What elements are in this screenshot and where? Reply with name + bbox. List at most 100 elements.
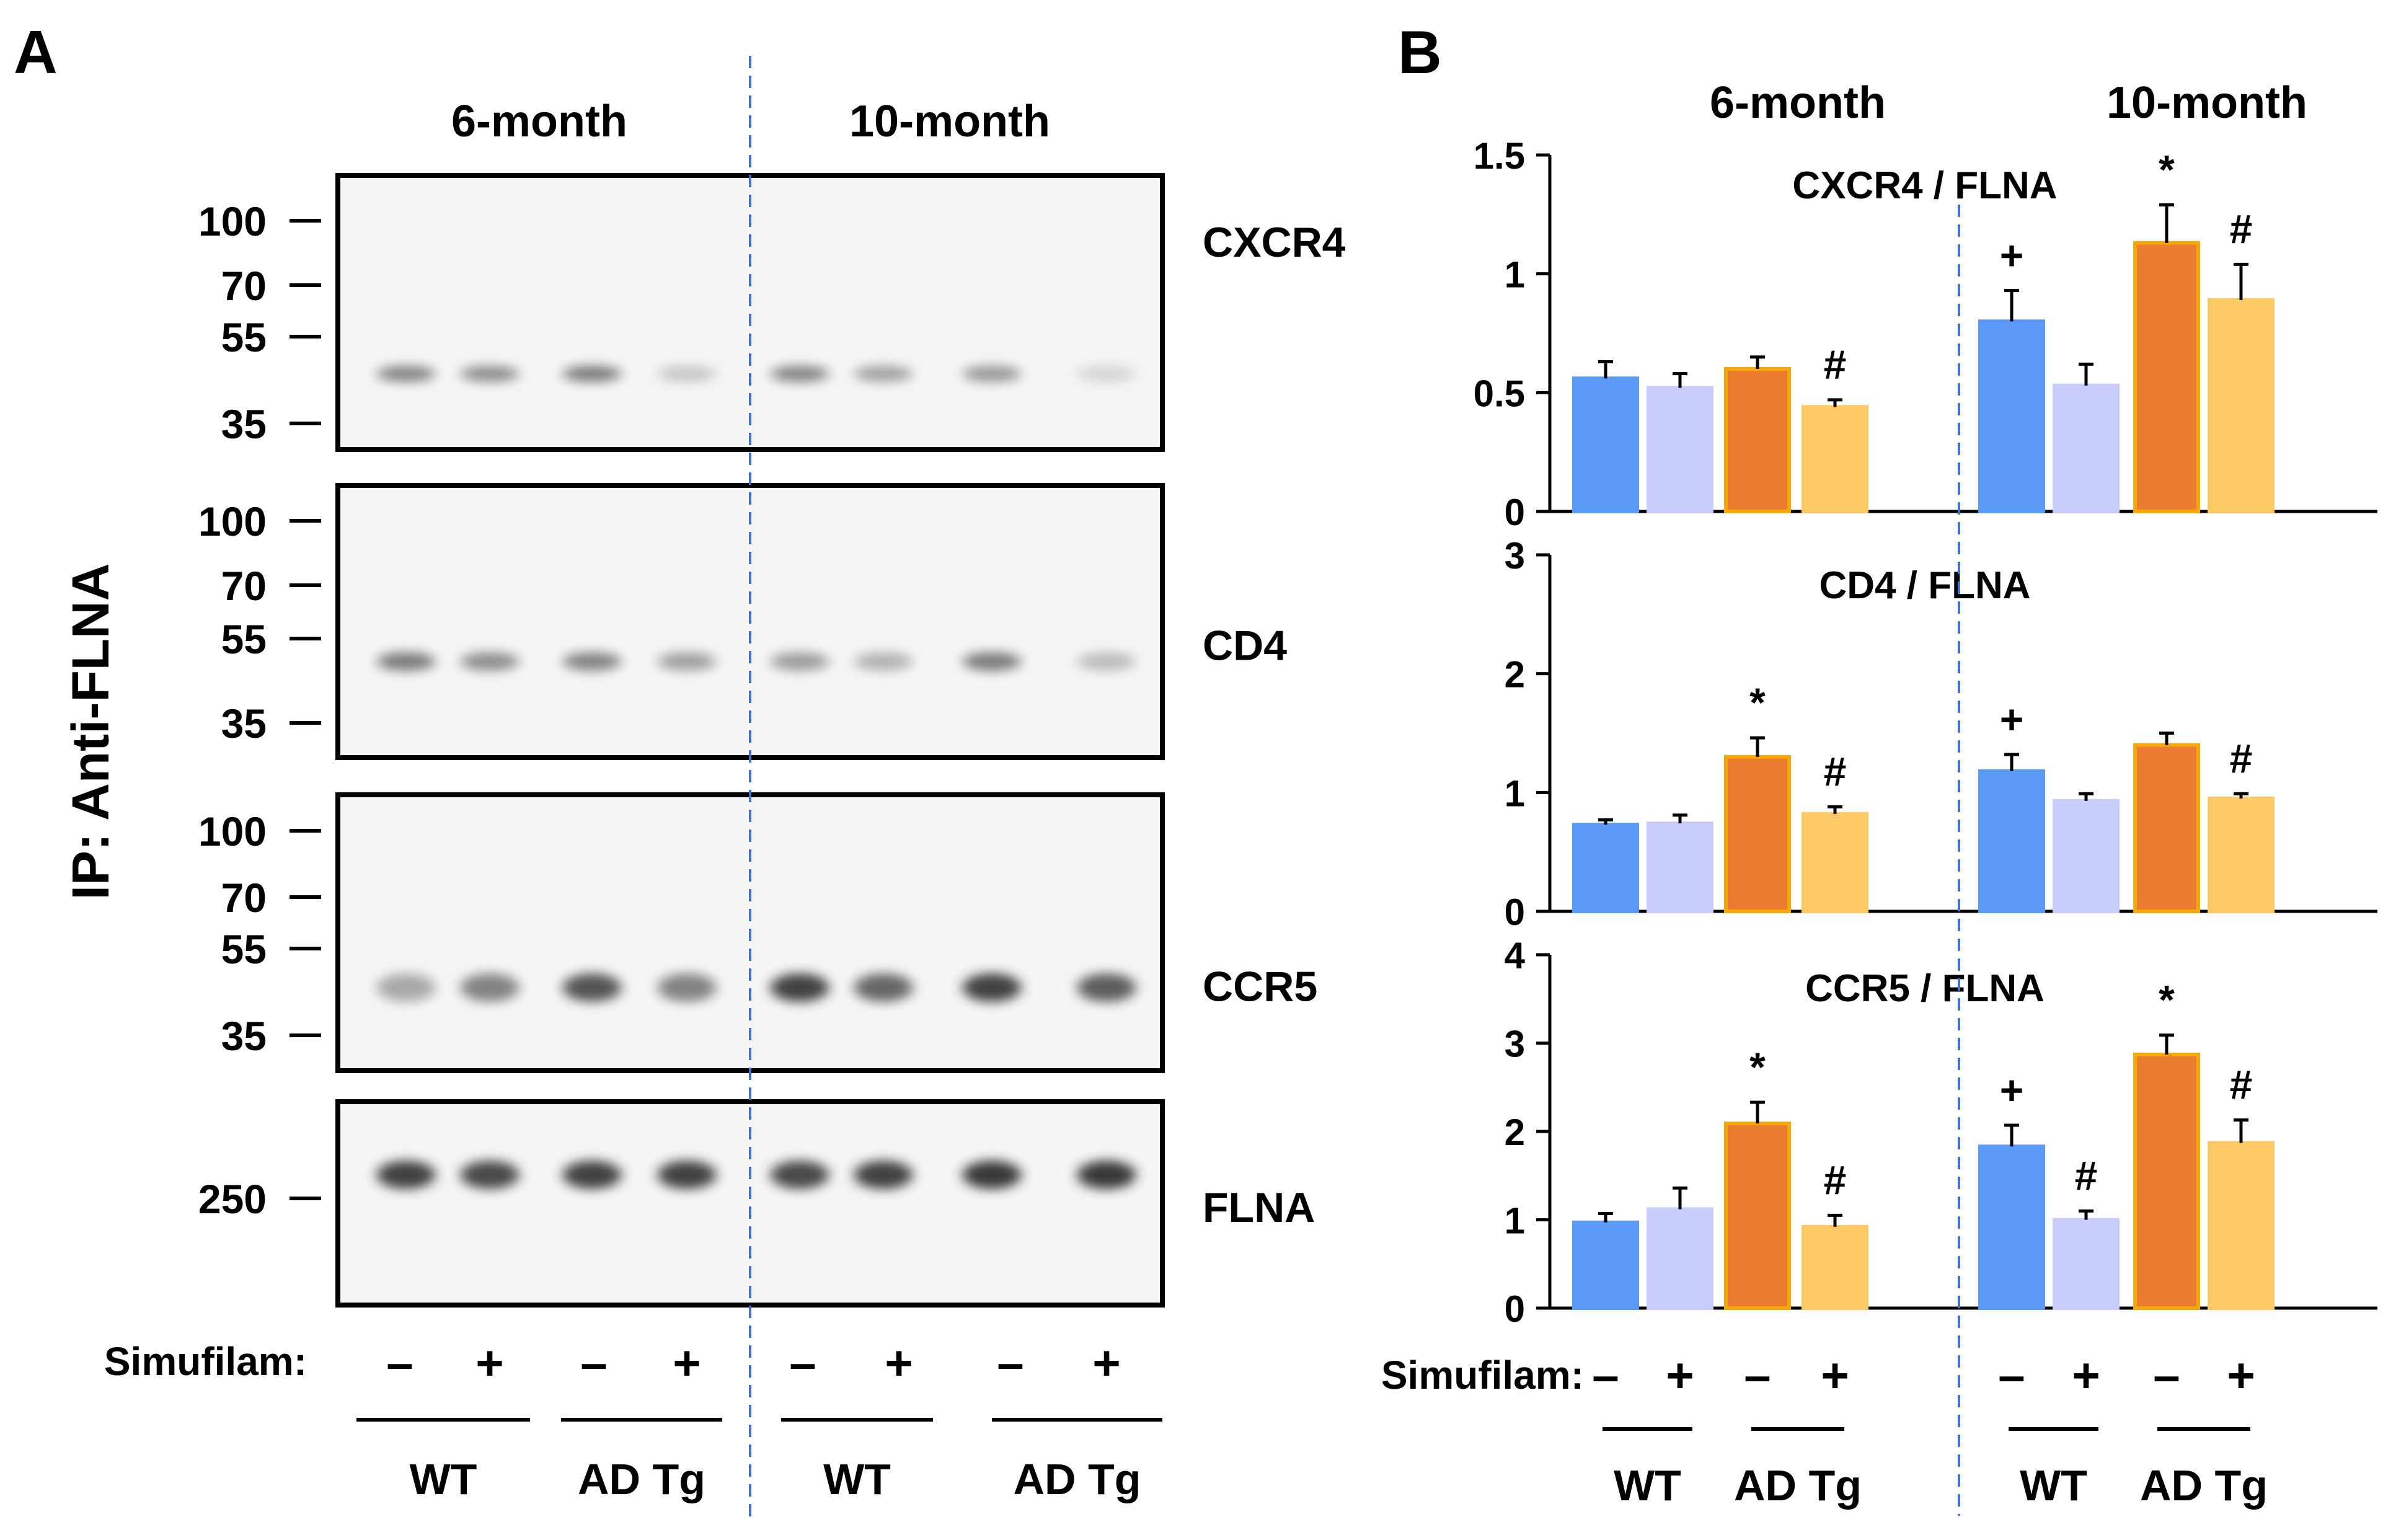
chart-sign: +	[2072, 1348, 2100, 1402]
blot-band	[657, 1161, 717, 1189]
ip-label: IP: Anti-FLNA	[61, 564, 120, 900]
chart-sign: –	[1998, 1348, 2025, 1402]
blot-protein-label: CCR5	[1203, 963, 1317, 1011]
significance-mark: +	[2000, 232, 2024, 278]
blot-group-label: WT	[410, 1455, 477, 1503]
blot-sign: +	[475, 1335, 504, 1390]
bar	[1978, 769, 2045, 914]
marker-label-35: 35	[221, 701, 267, 746]
bar	[1724, 367, 1791, 513]
blot-band	[562, 973, 622, 1002]
significance-mark: #	[1824, 1157, 1847, 1203]
blot-band	[657, 366, 717, 382]
blot-band	[854, 973, 913, 1002]
blot-protein-label: CXCR4	[1203, 219, 1346, 266]
blot-protein-label: FLNA	[1203, 1184, 1315, 1231]
bar	[2133, 1053, 2200, 1311]
chart-sign: +	[1666, 1348, 1694, 1402]
bar	[1572, 1220, 1639, 1311]
significance-mark: +	[2000, 1067, 2024, 1113]
y-tick-label: 3	[1505, 1024, 1525, 1065]
blot-band	[460, 1161, 519, 1189]
marker-label-70: 70	[221, 563, 267, 609]
chart-age-10-month: 10-month	[2107, 78, 2307, 128]
y-tick-label: 0	[1505, 892, 1525, 933]
marker-label-250: 250	[198, 1176, 267, 1222]
y-tick-label: 0	[1505, 492, 1525, 533]
bar	[1647, 1207, 1713, 1311]
blot-sign: –	[386, 1335, 413, 1390]
blot-band	[962, 366, 1022, 382]
blot-treatment-signs: – + – + – + – +	[386, 1335, 1120, 1390]
bar	[1802, 1224, 1868, 1311]
marker-label-55: 55	[221, 616, 267, 662]
bar	[2053, 799, 2120, 913]
bar	[1978, 1144, 2045, 1310]
y-tick-label: 2	[1505, 1112, 1525, 1153]
blot-band	[962, 1161, 1022, 1189]
blot-band	[460, 973, 519, 1002]
blot-band	[657, 652, 717, 671]
blot-band	[562, 366, 622, 382]
y-tick-label: 0.5	[1474, 373, 1525, 414]
marker-label-70: 70	[221, 263, 267, 309]
blot-band	[770, 973, 829, 1002]
significance-mark: #	[2230, 206, 2253, 252]
chart-group-label: WT	[1614, 1461, 1681, 1510]
blot-band	[460, 366, 519, 382]
chart-sign: +	[1821, 1348, 1849, 1402]
bar	[1647, 386, 1713, 514]
bar	[1724, 1122, 1791, 1311]
significance-mark: #	[2230, 735, 2253, 781]
y-tick-label: 1	[1505, 254, 1525, 296]
bar	[1978, 319, 2045, 513]
blot-treatment-label: Simufilam:	[104, 1339, 307, 1384]
blot-protein-label: CD4	[1203, 622, 1287, 670]
bar	[1572, 823, 1639, 914]
blot-band	[1077, 1161, 1136, 1189]
significance-mark: #	[1824, 748, 1847, 794]
y-tick-label: 1.5	[1474, 135, 1525, 177]
blot-sign: –	[997, 1335, 1023, 1390]
chart-group-label: AD Tg	[1734, 1461, 1862, 1510]
chart-title: CD4 / FLNA	[1819, 564, 2031, 607]
chart-title: CXCR4 / FLNA	[1792, 164, 2057, 207]
panel-a-letter: A	[14, 18, 58, 86]
marker-label-100: 100	[198, 498, 267, 544]
blot-row-cxcr4: 100 70 55 35 CXCR4	[198, 173, 1346, 452]
bar-chart-1: 0 0.5 1 1.5 CXCR4 / FLNA # + * #	[1474, 135, 2377, 533]
significance-mark: *	[2159, 147, 2175, 193]
significance-mark: *	[1749, 1044, 1766, 1090]
blot-band	[376, 652, 436, 671]
blot-band	[854, 366, 913, 382]
blot-band	[854, 1161, 913, 1189]
chart-sign: –	[1592, 1348, 1619, 1402]
chart-title: CCR5 / FLNA	[1805, 967, 2045, 1010]
bar	[1802, 812, 1868, 914]
blot-panel: 6-month 10-month 100 70 55 35 CXCR4 100 70 55 35…	[61, 56, 1346, 1522]
bar	[2208, 298, 2275, 513]
bar-chart-3: 0 1 2 3 4 CCR5 / FLNA * # + # * #	[1505, 935, 2377, 1330]
blot-group-label: WT	[823, 1455, 891, 1503]
y-tick-label: 4	[1505, 935, 1526, 976]
blot-row-cd4: 100 70 55 35 CD4	[198, 483, 1287, 760]
bar-charts: 0 0.5 1 1.5 CXCR4 / FLNA # + * #0 1 2 3 CD4 / FLNA * #…	[1474, 135, 2377, 1330]
bar	[2208, 1141, 2275, 1311]
y-tick-label: 2	[1505, 654, 1525, 696]
bar	[1647, 821, 1713, 913]
marker-label-70: 70	[221, 875, 267, 921]
blot-rows: 100 70 55 35 CXCR4 100 70 55 35 CD4 100 70 55 35 CCR5 2…	[198, 173, 1346, 1308]
marker-label-55: 55	[221, 926, 267, 972]
blot-sign: +	[673, 1335, 701, 1390]
marker-label-35: 35	[221, 1013, 267, 1059]
blot-band	[1077, 973, 1136, 1002]
chart-age-6-month: 6-month	[1710, 78, 1886, 128]
chart-sign: +	[2227, 1348, 2255, 1402]
chart-group-label: WT	[2020, 1461, 2087, 1510]
blot-band	[376, 1161, 436, 1189]
blot-sign: +	[1092, 1335, 1121, 1390]
blot-row-ccr5: 100 70 55 35 CCR5	[198, 792, 1317, 1073]
bar	[1724, 755, 1791, 914]
bar	[2133, 743, 2200, 913]
